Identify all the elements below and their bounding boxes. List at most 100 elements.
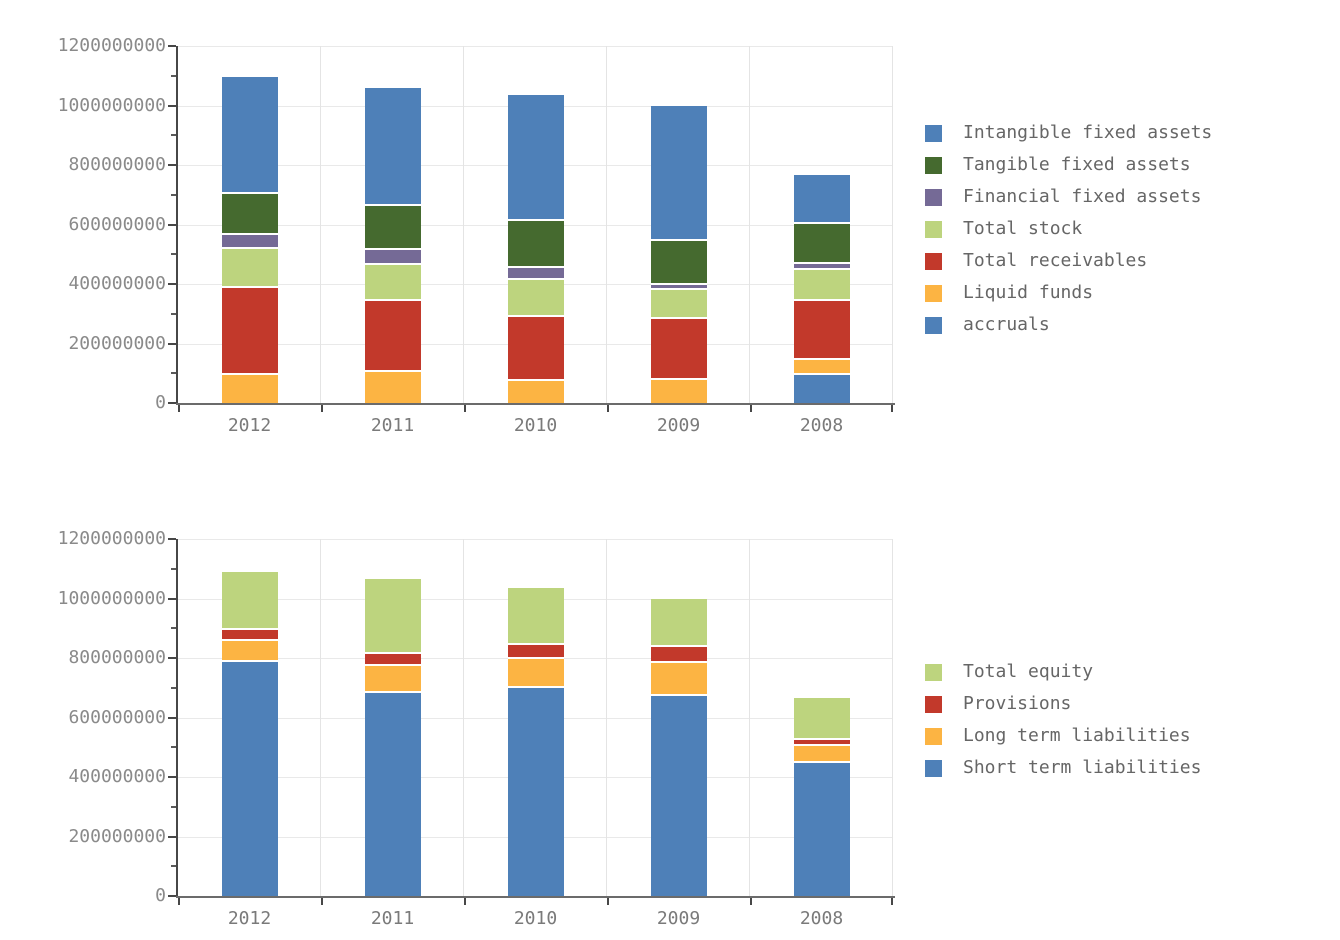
legend-row: Total equity xyxy=(925,656,1201,688)
bar-segment xyxy=(507,379,564,403)
legend-swatch xyxy=(925,727,942,745)
bar-segment xyxy=(793,267,850,299)
assets-plot-area xyxy=(168,45,895,412)
legend-row: Liquid funds xyxy=(925,277,1212,309)
y-axis-major-tick xyxy=(168,45,176,47)
bar-segment xyxy=(793,373,850,403)
bar-segment xyxy=(364,663,421,691)
liabilities-y-axis-labels: 1200000000 1000000000 800000000 600000000 40… xyxy=(0,528,178,906)
legend-label: Total stock xyxy=(963,218,1083,239)
y-axis-major-tick xyxy=(168,283,176,285)
y-axis-minor-tick xyxy=(171,74,176,77)
y-axis-major-tick xyxy=(168,835,176,838)
bar-segment xyxy=(507,266,564,279)
bar-segment xyxy=(364,87,421,204)
y-axis-major-tick xyxy=(168,657,176,659)
y-tick-label: 600000000 xyxy=(68,213,166,235)
x-axis-tick xyxy=(178,405,180,412)
y-tick-label: 1200000000 xyxy=(57,35,166,56)
bar-segment xyxy=(793,698,850,739)
gridline-vertical xyxy=(892,46,893,403)
x-tick-label: 2011 xyxy=(370,415,415,436)
bar-segment xyxy=(221,77,278,192)
x-axis-tick xyxy=(750,405,752,412)
legend-row: accruals xyxy=(925,309,1212,341)
legend-label: Liquid funds xyxy=(963,282,1094,303)
legend-swatch xyxy=(925,252,942,270)
x-axis-line xyxy=(176,403,895,405)
bar-segment xyxy=(650,105,707,240)
legend-row: Intangible fixed assets xyxy=(925,117,1212,149)
legend-swatch xyxy=(925,663,942,681)
x-tick-label: 2010 xyxy=(513,415,558,436)
y-axis-minor-tick xyxy=(171,567,176,570)
legend-swatch xyxy=(925,759,942,777)
legend-swatch xyxy=(925,188,942,206)
gridline-horizontal xyxy=(178,539,893,540)
gridline-vertical xyxy=(749,539,750,896)
gridline-vertical xyxy=(463,539,464,896)
legend-swatch xyxy=(925,695,942,713)
y-axis-minor-tick xyxy=(171,253,176,256)
bar-segment xyxy=(793,261,850,268)
y-axis-minor-tick xyxy=(171,312,176,315)
legend-swatch xyxy=(925,156,942,174)
y-axis-minor-tick xyxy=(171,746,176,749)
x-tick-label: 2009 xyxy=(656,415,701,436)
gridline-vertical xyxy=(749,46,750,403)
y-axis-major-tick xyxy=(168,223,176,226)
legend-label: Provisions xyxy=(963,693,1072,714)
gridline-vertical xyxy=(463,46,464,403)
bar-segment xyxy=(221,285,278,374)
x-tick-label: 2008 xyxy=(799,908,844,929)
x-axis-tick xyxy=(178,898,180,905)
y-axis-minor-tick xyxy=(171,134,176,137)
gridline-vertical xyxy=(320,46,321,403)
y-axis-major-tick xyxy=(168,342,176,345)
bar-segment xyxy=(650,239,707,283)
legend-swatch xyxy=(925,316,942,334)
legend-label: Total receivables xyxy=(963,250,1148,271)
bar-segment xyxy=(364,652,421,664)
x-tick-label: 2010 xyxy=(513,908,558,929)
y-axis-line xyxy=(176,46,178,403)
x-tick-label: 2011 xyxy=(370,908,415,929)
legend-label: Tangible fixed assets xyxy=(963,154,1191,175)
y-tick-label: 400000000 xyxy=(68,766,166,787)
bar-segment xyxy=(507,643,564,657)
gridline-vertical xyxy=(892,539,893,896)
bar-segment xyxy=(650,377,707,403)
x-axis-line xyxy=(176,896,895,898)
bar-segment xyxy=(221,373,278,403)
x-axis-tick xyxy=(750,898,752,905)
bar-segment xyxy=(221,246,278,286)
y-tick-label: 0 xyxy=(155,392,166,413)
bar-segment xyxy=(650,660,707,694)
liabilities-legend: Total equity Provisions Long term liabilit… xyxy=(925,656,1201,784)
x-axis-tick xyxy=(891,898,893,905)
legend-row: Total stock xyxy=(925,213,1212,245)
x-axis-tick xyxy=(321,405,323,412)
y-tick-label: 1000000000 xyxy=(57,587,166,609)
y-axis-major-tick xyxy=(168,402,176,404)
bar-segment xyxy=(507,588,564,644)
x-axis-tick xyxy=(607,405,609,412)
assets-y-axis-labels: 1200000000 1000000000 800000000 600000000 40… xyxy=(0,35,178,413)
y-tick-label: 200000000 xyxy=(68,825,166,847)
x-axis-tick xyxy=(464,405,466,412)
bar-segment xyxy=(793,738,850,745)
legend-label: Intangible fixed assets xyxy=(963,122,1213,143)
y-tick-label: 0 xyxy=(155,885,166,906)
y-tick-label: 800000000 xyxy=(68,647,166,668)
x-tick-label: 2012 xyxy=(227,415,272,436)
bar-segment xyxy=(793,358,850,374)
bar-segment xyxy=(364,203,421,249)
bar-segment xyxy=(650,644,707,661)
legend-swatch xyxy=(925,124,942,142)
legend-label: Long term liabilities xyxy=(963,725,1191,746)
bar-segment xyxy=(221,659,278,896)
legend-row: Long term liabilities xyxy=(925,720,1201,752)
y-axis-line xyxy=(176,539,178,896)
x-axis-tick xyxy=(464,898,466,905)
